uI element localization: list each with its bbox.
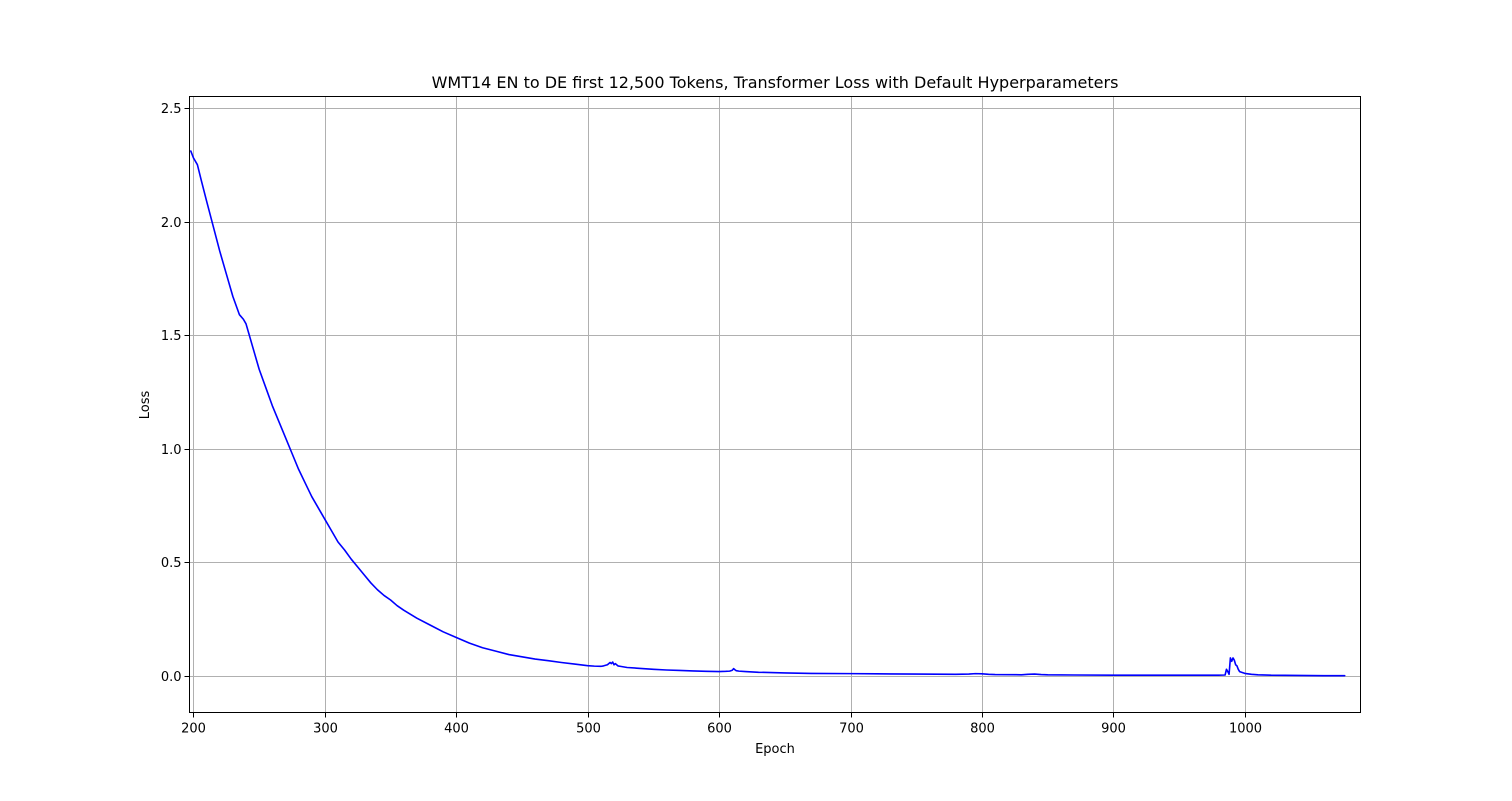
grid	[189, 96, 1361, 713]
x-tick-label: 500	[576, 722, 601, 737]
x-axis-label: Epoch	[755, 742, 795, 757]
x-tick-label: 400	[444, 722, 469, 737]
x-tick-label: 1000	[1229, 722, 1262, 737]
y-axis-ticks: 0.0 0.5 1.0 1.5 2.0 2.5	[161, 102, 190, 685]
y-tick-label: 2.0	[161, 216, 182, 231]
chart-title: WMT14 EN to DE first 12,500 Tokens, Tran…	[432, 73, 1119, 92]
y-tick-label: 0.0	[161, 670, 182, 685]
x-tick-label: 900	[1101, 722, 1126, 737]
x-tick-label: 200	[181, 722, 206, 737]
y-tick-label: 1.5	[161, 329, 182, 344]
x-axis-ticks: 200 300 400 500 600 700 800 900 1000	[181, 712, 1262, 737]
y-tick-label: 1.0	[161, 443, 182, 458]
series-layer	[190, 150, 1346, 677]
series-line-0	[190, 150, 1346, 677]
y-tick-label: 2.5	[161, 102, 182, 117]
plot-frame	[189, 96, 1361, 713]
x-tick-label: 300	[313, 722, 338, 737]
x-tick-label: 700	[839, 722, 864, 737]
x-tick-label: 800	[970, 722, 995, 737]
y-axis-label: Loss	[138, 391, 153, 420]
y-tick-label: 0.5	[161, 556, 182, 571]
x-tick-label: 600	[707, 722, 732, 737]
